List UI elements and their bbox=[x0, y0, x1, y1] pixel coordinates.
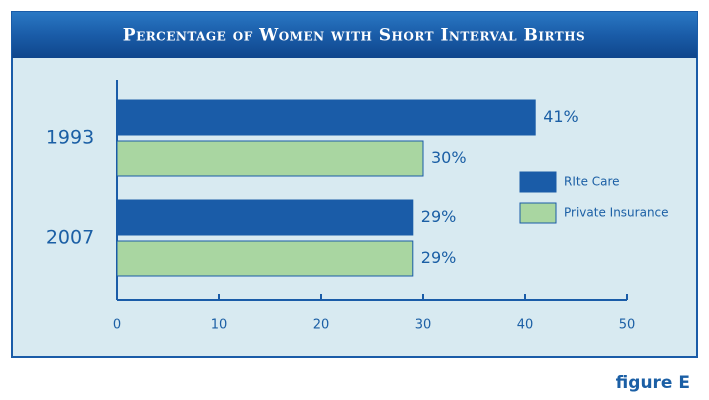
legend-swatch bbox=[519, 171, 557, 193]
x-tick-label: 30 bbox=[415, 318, 432, 333]
value-label: 29% bbox=[421, 248, 457, 267]
bar bbox=[116, 199, 414, 236]
y-tick-label: 2007 bbox=[46, 227, 94, 249]
legend-label: RIte Care bbox=[564, 175, 620, 189]
title-banner bbox=[12, 12, 697, 58]
value-label: 41% bbox=[543, 107, 579, 126]
x-tick-label: 0 bbox=[113, 318, 121, 333]
value-label: 29% bbox=[421, 207, 457, 226]
figure-caption: figure E bbox=[616, 373, 690, 393]
chart-title: Percentage of Women with Short Interval … bbox=[123, 26, 585, 46]
legend-swatch bbox=[519, 202, 557, 224]
y-tick-label: 1993 bbox=[46, 127, 94, 149]
x-tick-label: 20 bbox=[313, 318, 330, 333]
bar bbox=[116, 240, 414, 277]
legend-label: Private Insurance bbox=[564, 206, 669, 220]
value-label: 30% bbox=[431, 148, 467, 167]
x-tick-label: 10 bbox=[211, 318, 228, 333]
bar bbox=[116, 140, 424, 177]
bar bbox=[116, 99, 536, 136]
x-tick-label: 40 bbox=[517, 318, 534, 333]
x-tick-label: 50 bbox=[619, 318, 636, 333]
